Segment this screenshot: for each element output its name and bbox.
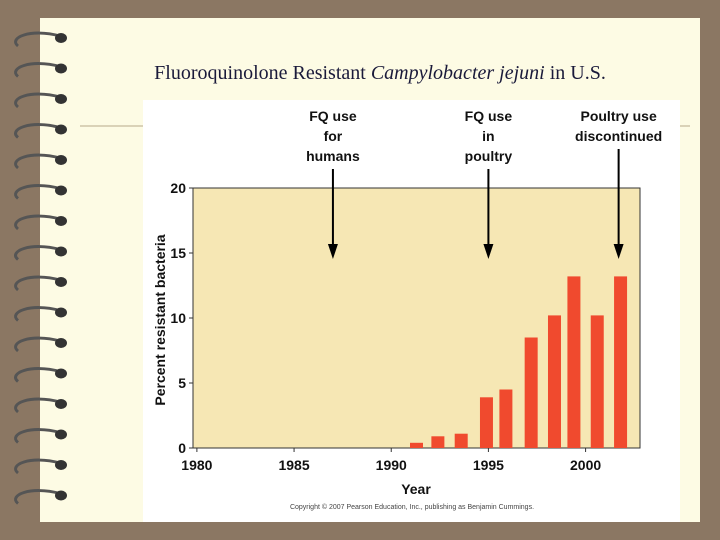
annotation-text: poultry bbox=[465, 148, 513, 164]
x-tick-label: 2000 bbox=[570, 457, 601, 473]
ring-hole bbox=[55, 490, 67, 501]
ring-hole bbox=[55, 460, 67, 470]
ring-hole bbox=[55, 277, 67, 287]
x-tick-label: 1980 bbox=[181, 457, 212, 473]
x-tick-label: 1985 bbox=[278, 457, 309, 473]
ring bbox=[14, 184, 61, 200]
spiral-binding bbox=[14, 31, 67, 505]
ring bbox=[14, 31, 61, 48]
annotation-text: in bbox=[482, 128, 494, 144]
ring bbox=[14, 367, 61, 383]
x-tick-label: 1995 bbox=[473, 457, 504, 473]
ring-hole bbox=[55, 307, 67, 318]
y-tick-label: 0 bbox=[178, 440, 186, 456]
title-part: Fluoroquinolone Resistant bbox=[154, 62, 371, 84]
ring-hole bbox=[55, 185, 67, 196]
ring-hole bbox=[55, 368, 67, 379]
annotation-text: humans bbox=[306, 148, 360, 164]
bar bbox=[567, 276, 581, 448]
title-part: in U.S. bbox=[545, 62, 606, 84]
annotation-text: FQ use bbox=[309, 108, 357, 124]
y-tick-label: 20 bbox=[170, 180, 186, 196]
bar bbox=[454, 433, 468, 448]
title-part: Campylobacter jejuni bbox=[371, 62, 545, 84]
arrow-head bbox=[483, 244, 494, 259]
annotation-text: discontinued bbox=[575, 128, 662, 144]
x-axis-label: Year bbox=[401, 481, 431, 497]
annotation-text: for bbox=[324, 128, 343, 144]
ring-hole bbox=[55, 399, 67, 409]
ring bbox=[14, 458, 61, 475]
ring bbox=[14, 153, 61, 170]
arrow-head bbox=[613, 244, 624, 259]
y-axis-label: Percent resistant bacteria bbox=[152, 234, 168, 405]
slide-title: Fluoroquinolone Resistant Campylobacter … bbox=[154, 62, 606, 84]
ring bbox=[14, 489, 61, 505]
y-tick-label: 10 bbox=[170, 310, 186, 326]
bar bbox=[431, 436, 445, 448]
ring-hole bbox=[55, 33, 67, 43]
ring bbox=[14, 92, 61, 109]
ring-hole bbox=[55, 124, 67, 135]
ring-hole bbox=[55, 216, 67, 226]
ring bbox=[14, 123, 61, 139]
ring bbox=[14, 214, 61, 231]
ring-hole bbox=[55, 338, 67, 348]
bar bbox=[547, 315, 561, 448]
ring bbox=[14, 62, 61, 78]
annotation-text: Poultry use bbox=[580, 108, 656, 124]
x-tick-label: 1990 bbox=[376, 457, 407, 473]
bar bbox=[499, 389, 513, 448]
ring bbox=[14, 428, 61, 444]
bar bbox=[614, 276, 628, 448]
y-tick-label: 15 bbox=[170, 245, 186, 261]
ring-hole bbox=[55, 63, 67, 74]
annotation-text: FQ use bbox=[465, 108, 513, 124]
ring bbox=[14, 336, 61, 353]
bar bbox=[410, 442, 423, 448]
ring-hole bbox=[55, 94, 67, 104]
ring bbox=[14, 306, 61, 322]
bar bbox=[590, 315, 604, 448]
ring-hole bbox=[55, 429, 67, 440]
bar bbox=[524, 337, 538, 448]
y-tick-label: 5 bbox=[178, 375, 186, 391]
ring-hole bbox=[55, 155, 67, 165]
bar bbox=[479, 397, 493, 448]
ring bbox=[14, 397, 61, 414]
arrow-head bbox=[327, 244, 338, 259]
ring-hole bbox=[55, 246, 67, 257]
plot-area bbox=[192, 187, 641, 449]
copyright: Copyright © 2007 Pearson Education, Inc.… bbox=[290, 503, 534, 511]
ring bbox=[14, 245, 61, 261]
ring bbox=[14, 275, 61, 292]
